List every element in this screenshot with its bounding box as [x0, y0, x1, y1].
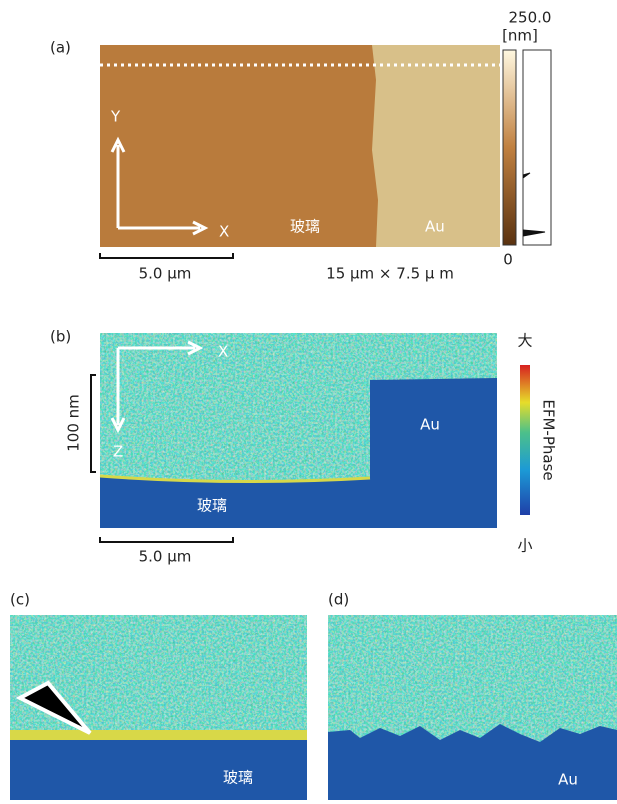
- region-label: 玻璃: [223, 769, 253, 787]
- depth-bar-label: 100 nm: [65, 394, 83, 452]
- scale-unit: [nm]: [502, 27, 538, 45]
- axis-label: Y: [110, 108, 121, 126]
- panel-label: (a): [50, 39, 71, 57]
- gold-region: [372, 45, 500, 247]
- panel-label: (c): [10, 591, 30, 609]
- scale-bar-label: 5.0 µm: [139, 548, 192, 566]
- color-bar: [502, 49, 517, 246]
- region-label: Au: [558, 771, 578, 789]
- histogram-box: [522, 49, 552, 246]
- color-bar: [520, 365, 530, 515]
- scale-bar-label: 5.0 µm: [139, 265, 192, 283]
- scale-low: 小: [517, 537, 532, 555]
- scale-bar: [99, 253, 234, 259]
- axis-label: X: [218, 343, 228, 361]
- scale-min: 0: [503, 251, 513, 269]
- scan-size: 15 μm × 7.5 μ m: [326, 265, 454, 283]
- axis-label: X: [219, 223, 229, 241]
- histogram: [522, 172, 546, 237]
- region-label: Au: [425, 218, 445, 236]
- axis-label: Z: [113, 443, 123, 461]
- substrate: [10, 740, 307, 800]
- scale-title: EFM-Phase: [540, 399, 558, 480]
- substrate: [100, 378, 497, 528]
- region-label: Au: [420, 416, 440, 434]
- scale-high: 大: [517, 332, 532, 350]
- interface: [10, 730, 307, 740]
- scale-max: 250.0: [509, 9, 552, 27]
- region-label: 玻璃: [197, 497, 227, 515]
- interface: [99, 474, 371, 484]
- scale-bar: [99, 537, 234, 543]
- axes-arrows: [110, 340, 204, 434]
- tip-marker: [15, 680, 92, 735]
- depth-bar: [90, 374, 96, 473]
- panel-label: (b): [50, 328, 71, 346]
- substrate: [328, 724, 617, 800]
- region-label: 玻璃: [290, 218, 320, 236]
- panel-label: (d): [328, 591, 349, 609]
- axes-arrows: [110, 136, 209, 236]
